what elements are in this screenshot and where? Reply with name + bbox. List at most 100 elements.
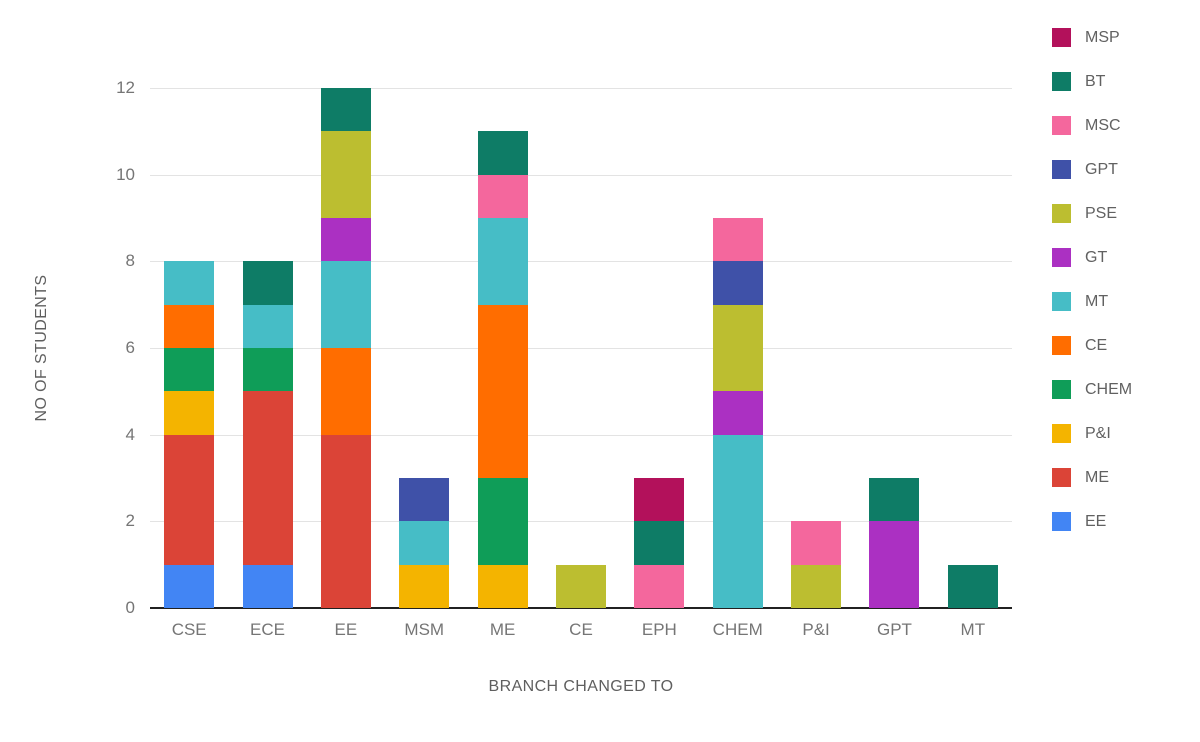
legend-swatch-MSC <box>1052 116 1071 135</box>
legend-label-ME: ME <box>1085 468 1109 486</box>
x-tick-label-ECE: ECE <box>250 620 286 639</box>
legend-item-MT: MT <box>1052 292 1132 311</box>
y-tick-label-8: 8 <box>125 251 135 271</box>
x-tick-label-CSE: CSE <box>171 620 207 639</box>
x-tick-label-ME: ME <box>489 620 516 639</box>
legend-swatch-GPT <box>1052 160 1071 179</box>
x-tick-label-EE: EE <box>334 620 358 639</box>
bar-segment-CSE-ME <box>164 434 215 565</box>
bar-segment-CHEM-GPT <box>712 261 763 305</box>
legend-label-MT: MT <box>1085 292 1109 310</box>
x-axis-title: BRANCH CHANGED TO <box>488 678 674 695</box>
legend-item-ME: ME <box>1052 468 1132 487</box>
bar-GPT <box>869 88 920 608</box>
x-tick-label-MT: MT <box>960 620 986 639</box>
y-axis-title: NO OF STUDENTS <box>33 274 50 422</box>
bar-segment-CHEM-MSC <box>712 218 763 262</box>
y-tick-label-12: 12 <box>116 78 135 97</box>
bar-ME <box>477 88 528 608</box>
bar-ECE <box>242 88 293 608</box>
bar-MSM <box>399 88 450 608</box>
legend-item-EE: EE <box>1052 512 1132 531</box>
gridline-8 <box>150 261 1012 263</box>
bar-segment-MSM-P&I <box>399 564 450 608</box>
bar-segment-P&I-PSE <box>791 564 842 608</box>
legend-label-P&I: P&I <box>1085 424 1111 442</box>
gridline-6 <box>150 348 1012 349</box>
bar-segment-ME-CHEM <box>477 478 528 565</box>
bar-segment-MT-BT <box>947 564 998 608</box>
bar-P&I <box>791 88 842 608</box>
legend-label-PSE: PSE <box>1085 204 1118 222</box>
bar-segment-EPH-MSP <box>634 478 685 522</box>
legend-label-CHEM: CHEM <box>1085 380 1133 398</box>
bar-segment-CHEM-PSE <box>712 304 763 392</box>
bar-segment-CSE-CHEM <box>164 348 215 392</box>
bar-segment-GPT-GT <box>869 521 920 608</box>
bar-segment-GPT-BT <box>869 478 920 522</box>
bar-segment-EE-CE <box>320 348 371 435</box>
bar-segment-ME-P&I <box>477 564 528 608</box>
x-tick-label-CE: CE <box>569 620 593 639</box>
bar-segment-ME-CE <box>477 304 528 478</box>
bar-CSE <box>164 88 215 608</box>
legend-item-GPT: GPT <box>1052 160 1132 179</box>
bar-segment-ECE-ME <box>242 391 293 565</box>
legend-item-CHEM: CHEM <box>1052 380 1132 399</box>
bar-segment-CE-PSE <box>556 564 606 608</box>
bar-segment-ME-BT <box>477 131 528 175</box>
bar-segment-ME-MSC <box>477 174 528 218</box>
plot-area <box>150 88 1012 609</box>
legend-label-GT: GT <box>1085 248 1108 266</box>
legend-swatch-BT <box>1052 72 1071 91</box>
legend-swatch-MT <box>1052 292 1071 311</box>
legend-swatch-GT <box>1052 248 1071 267</box>
legend-swatch-ME <box>1052 468 1071 487</box>
y-tick-label-2: 2 <box>125 511 135 531</box>
legend-item-BT: BT <box>1052 72 1132 91</box>
bar-segment-EE-MT <box>320 261 371 348</box>
y-tick-label-6: 6 <box>125 338 135 357</box>
bar-segment-ME-MT <box>477 218 528 305</box>
bar-segment-MSM-MT <box>399 521 450 565</box>
bar-segment-EPH-MSC <box>634 564 685 608</box>
y-tick-label-10: 10 <box>116 164 135 184</box>
y-tick-label-0: 0 <box>125 598 135 617</box>
legend-swatch-MSP <box>1052 28 1071 47</box>
bar-CE <box>556 88 606 608</box>
y-tick-label-4: 4 <box>125 424 135 444</box>
bar-segment-MSM-GPT <box>399 478 450 522</box>
legend-item-MSC: MSC <box>1052 116 1132 135</box>
x-tick-label-P&I: P&I <box>802 620 830 639</box>
bar-segment-CHEM-GT <box>712 391 763 435</box>
x-tick-label-CHEM: CHEM <box>712 620 763 639</box>
legend-label-CE: CE <box>1085 336 1108 354</box>
legend-item-PSE: PSE <box>1052 204 1132 223</box>
legend-item-CE: CE <box>1052 336 1132 355</box>
legend-swatch-P&I <box>1052 424 1071 443</box>
legend-swatch-PSE <box>1052 204 1071 223</box>
x-tick-label-EPH: EPH <box>641 620 677 639</box>
gridline-12 <box>150 88 1012 89</box>
legend: MSP BT MSC GPT PSE GT MT CE CHEM P&I ME EE <box>1052 28 1132 531</box>
bar-segment-ECE-CHEM <box>242 348 293 392</box>
x-tick-label-MSM: MSM <box>404 620 445 639</box>
bar-segment-ECE-BT <box>242 261 293 305</box>
legend-label-MSP: MSP <box>1085 28 1120 46</box>
bar-segment-CSE-MT <box>164 261 215 305</box>
gridline-10 <box>150 174 1012 176</box>
bar-segment-CSE-EE <box>164 564 215 608</box>
bar-segment-CSE-CE <box>164 304 215 348</box>
bar-segment-ECE-EE <box>242 564 293 608</box>
bar-segment-EE-PSE <box>320 131 371 218</box>
legend-item-GT: GT <box>1052 248 1132 267</box>
x-axis-baseline <box>150 607 1012 609</box>
legend-label-MSC: MSC <box>1085 116 1121 134</box>
legend-label-EE: EE <box>1085 512 1107 530</box>
legend-swatch-CHEM <box>1052 380 1071 399</box>
bar-segment-EE-GT <box>320 218 371 262</box>
bar-CHEM <box>712 88 763 608</box>
bar-segment-CHEM-MT <box>712 434 763 608</box>
bar-segment-EE-BT <box>320 88 371 132</box>
